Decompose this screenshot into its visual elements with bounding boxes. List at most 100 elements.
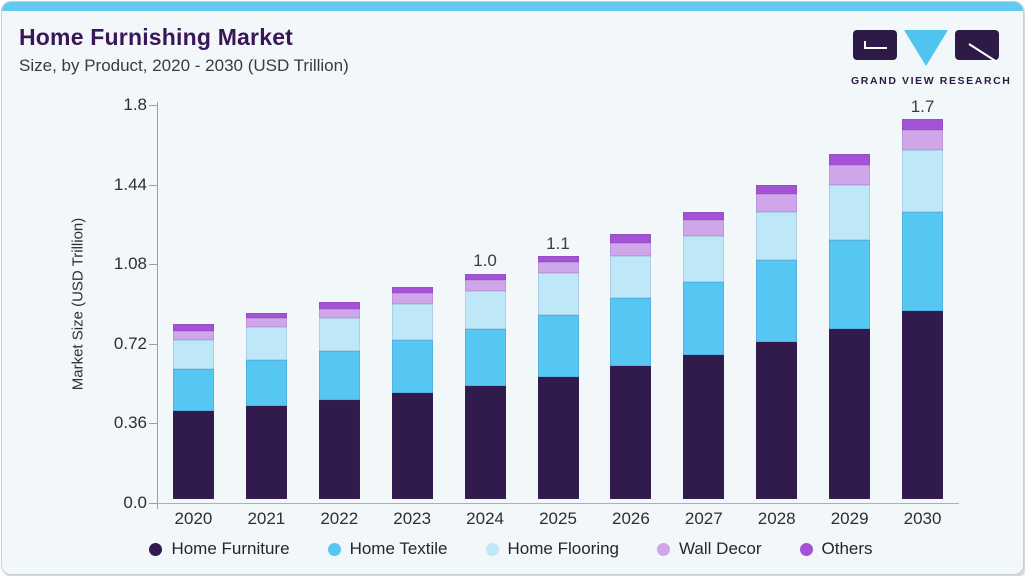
chart-title: Home Furnishing Market bbox=[19, 24, 294, 50]
chart-legend: Home Furniture Home Textile Home Flooring W… bbox=[110, 539, 912, 559]
stacked-bar-2027 bbox=[683, 211, 725, 499]
bar-segment bbox=[537, 377, 579, 499]
bar-segment bbox=[172, 330, 214, 340]
bar-segment bbox=[318, 350, 360, 400]
y-tick-mark bbox=[149, 105, 157, 106]
bar-segment bbox=[829, 240, 871, 329]
bar-segment bbox=[391, 304, 433, 340]
y-tick-label: 0.36 bbox=[113, 413, 147, 433]
bar-segment bbox=[172, 368, 214, 411]
y-tick-label: 0.72 bbox=[113, 333, 147, 353]
stacked-bar-2024 bbox=[464, 273, 506, 499]
x-tick-label: 2025 bbox=[539, 509, 577, 528]
bar-segment bbox=[829, 154, 871, 166]
y-tick-label: 1.44 bbox=[113, 174, 147, 194]
bar-segment bbox=[610, 297, 652, 367]
bar-segment bbox=[829, 165, 871, 186]
bar-segment bbox=[318, 317, 360, 351]
bar-segment bbox=[610, 233, 652, 243]
bar-segment bbox=[464, 386, 506, 499]
bar-segment bbox=[683, 282, 725, 356]
bar-value-label: 1.0 bbox=[473, 251, 497, 271]
bar-segment bbox=[245, 313, 287, 318]
y-tick-mark bbox=[149, 264, 157, 266]
y-axis-spine bbox=[157, 102, 158, 509]
bar-segment bbox=[610, 366, 652, 499]
bar-segment bbox=[391, 293, 433, 305]
bar-segment bbox=[391, 392, 433, 499]
bar-segment bbox=[245, 326, 287, 360]
legend-dot-icon bbox=[327, 542, 341, 556]
bar-segment bbox=[756, 185, 798, 194]
stacked-bar-2021 bbox=[245, 313, 287, 499]
bar-segment bbox=[172, 339, 214, 369]
legend-dot-icon bbox=[485, 542, 499, 556]
bar-segment bbox=[245, 317, 287, 327]
stacked-bar-2030 bbox=[902, 118, 944, 499]
bar-segment bbox=[464, 273, 506, 281]
legend-dot-icon bbox=[799, 542, 813, 556]
bar-segment bbox=[902, 149, 944, 212]
x-tick-label: 2028 bbox=[757, 509, 796, 528]
bar-value-label: 1.1 bbox=[546, 233, 570, 253]
grand-view-research-logo: GRAND VIEW RESEARCH bbox=[851, 28, 1012, 87]
legend-dot-icon bbox=[657, 542, 671, 556]
y-tick-mark bbox=[149, 423, 157, 425]
x-tick-label: 2029 bbox=[830, 509, 869, 528]
bar-segment bbox=[902, 118, 944, 130]
bar-segment bbox=[464, 280, 506, 292]
stacked-bar-2023 bbox=[391, 286, 433, 499]
chart-subtitle: Size, by Product, 2020 - 2030 (USD Trill… bbox=[19, 56, 349, 75]
bar-segment bbox=[756, 260, 798, 343]
bar-segment bbox=[756, 193, 798, 212]
stacked-bar-2022 bbox=[318, 302, 360, 499]
x-tick-label: 2024 bbox=[466, 509, 504, 528]
x-axis-baseline bbox=[157, 503, 959, 504]
bar-segment bbox=[318, 302, 360, 309]
stacked-bar-2029 bbox=[829, 154, 871, 499]
bar-segment bbox=[902, 311, 944, 499]
legend-label: Others bbox=[821, 539, 873, 558]
legend-item: Others bbox=[799, 539, 873, 559]
bar-segment bbox=[610, 242, 652, 256]
bar-segment bbox=[683, 211, 725, 221]
chart-header: Home Furnishing Market Size, by Product,… bbox=[19, 24, 349, 76]
bar-segment bbox=[172, 410, 214, 499]
x-tick-label: 2020 bbox=[174, 509, 213, 528]
bar-segment bbox=[245, 406, 287, 499]
stacked-bar-2026 bbox=[610, 233, 652, 499]
bar-segment bbox=[464, 328, 506, 387]
bar-value-label: 1.7 bbox=[910, 96, 935, 116]
bar-segment bbox=[902, 211, 944, 312]
x-tick-label: 2030 bbox=[903, 509, 942, 528]
bar-segment bbox=[756, 342, 798, 499]
y-tick-label: 1.8 bbox=[123, 95, 147, 114]
legend-item: Home Furniture bbox=[149, 539, 290, 559]
stacked-bar-2025 bbox=[537, 255, 579, 499]
legend-item: Wall Decor bbox=[657, 539, 762, 559]
bar-segment bbox=[829, 328, 871, 499]
bar-segment bbox=[245, 359, 287, 407]
y-tick-label: 1.08 bbox=[113, 254, 147, 274]
bar-segment bbox=[537, 315, 579, 378]
bar-segment bbox=[537, 255, 579, 263]
top-accent-bar bbox=[2, 2, 1023, 11]
gvr-logo-text: GRAND VIEW RESEARCH bbox=[851, 75, 1012, 87]
legend-item: Home Flooring bbox=[485, 539, 619, 559]
y-tick-label: 0.0 bbox=[123, 493, 147, 512]
bar-segment bbox=[391, 286, 433, 294]
gvr-logo-icon bbox=[853, 30, 999, 66]
legend-dot-icon bbox=[149, 542, 163, 556]
bar-segment bbox=[902, 129, 944, 150]
x-tick-label: 2026 bbox=[611, 509, 650, 528]
y-tick-mark bbox=[149, 184, 157, 186]
legend-label: Home Textile bbox=[349, 539, 448, 558]
y-tick-mark bbox=[149, 343, 157, 345]
bar-segment bbox=[318, 399, 360, 499]
bar-segment bbox=[756, 211, 798, 261]
x-tick-label: 2021 bbox=[247, 509, 286, 528]
stacked-bar-2028 bbox=[756, 185, 798, 499]
bar-segment bbox=[683, 220, 725, 236]
